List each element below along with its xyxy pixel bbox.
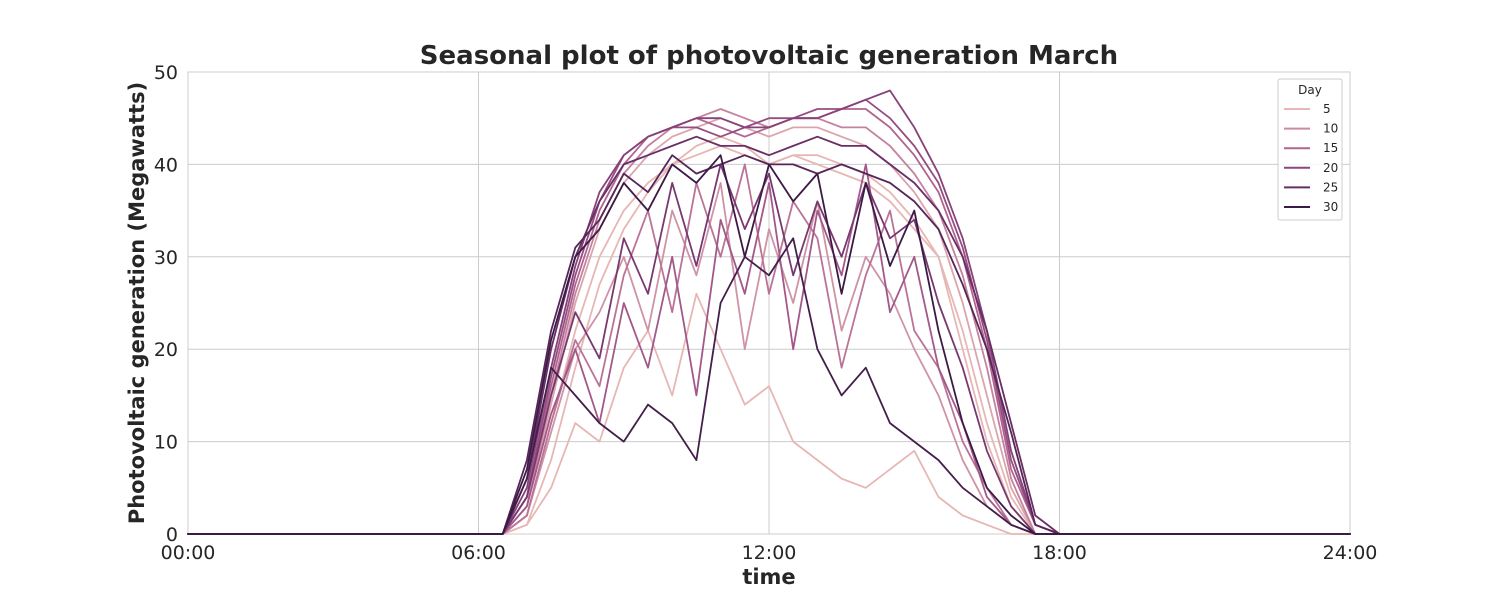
y-tick-label: 30 [154,247,178,269]
series-group [187,89,1351,535]
y-tick-label: 10 [154,432,178,454]
y-tick-label: 50 [154,62,178,84]
legend: Day 5 10 15 20 25 30 [1277,78,1343,221]
legend-entry-label: 25 [1323,180,1338,194]
x-tick-label: 06:00 [451,542,506,564]
grid [187,71,1351,535]
x-tick-label: 12:00 [742,542,797,564]
tick-labels: 00:00 06:00 12:00 18:00 24:00 0 10 20 30 40 50 [154,62,1378,564]
legend-entry-label: 15 [1323,141,1338,155]
x-tick-label: 24:00 [1323,542,1378,564]
legend-entry-label: 10 [1323,122,1338,136]
legend-entry-label: 20 [1323,161,1338,175]
y-tick-label: 20 [154,339,178,361]
x-tick-label: 00:00 [161,542,216,564]
legend-items: 5 10 15 20 25 30 [1284,102,1338,214]
legend-box [1277,78,1343,221]
plot-frame [187,71,1351,535]
legend-entry-label: 5 [1323,102,1331,116]
legend-entry-label: 30 [1323,200,1338,214]
y-tick-label: 0 [166,524,178,546]
series-line-day-31 [187,154,1351,535]
x-tick-label: 18:00 [1032,542,1087,564]
y-tick-label: 40 [154,154,178,176]
chart-title: Seasonal plot of photovoltaic generation… [420,41,1118,71]
legend-title: Day [1298,83,1322,97]
y-axis-label: Photovoltaic generation (Megawatts) [125,82,149,524]
x-axis-label: time [742,565,795,589]
